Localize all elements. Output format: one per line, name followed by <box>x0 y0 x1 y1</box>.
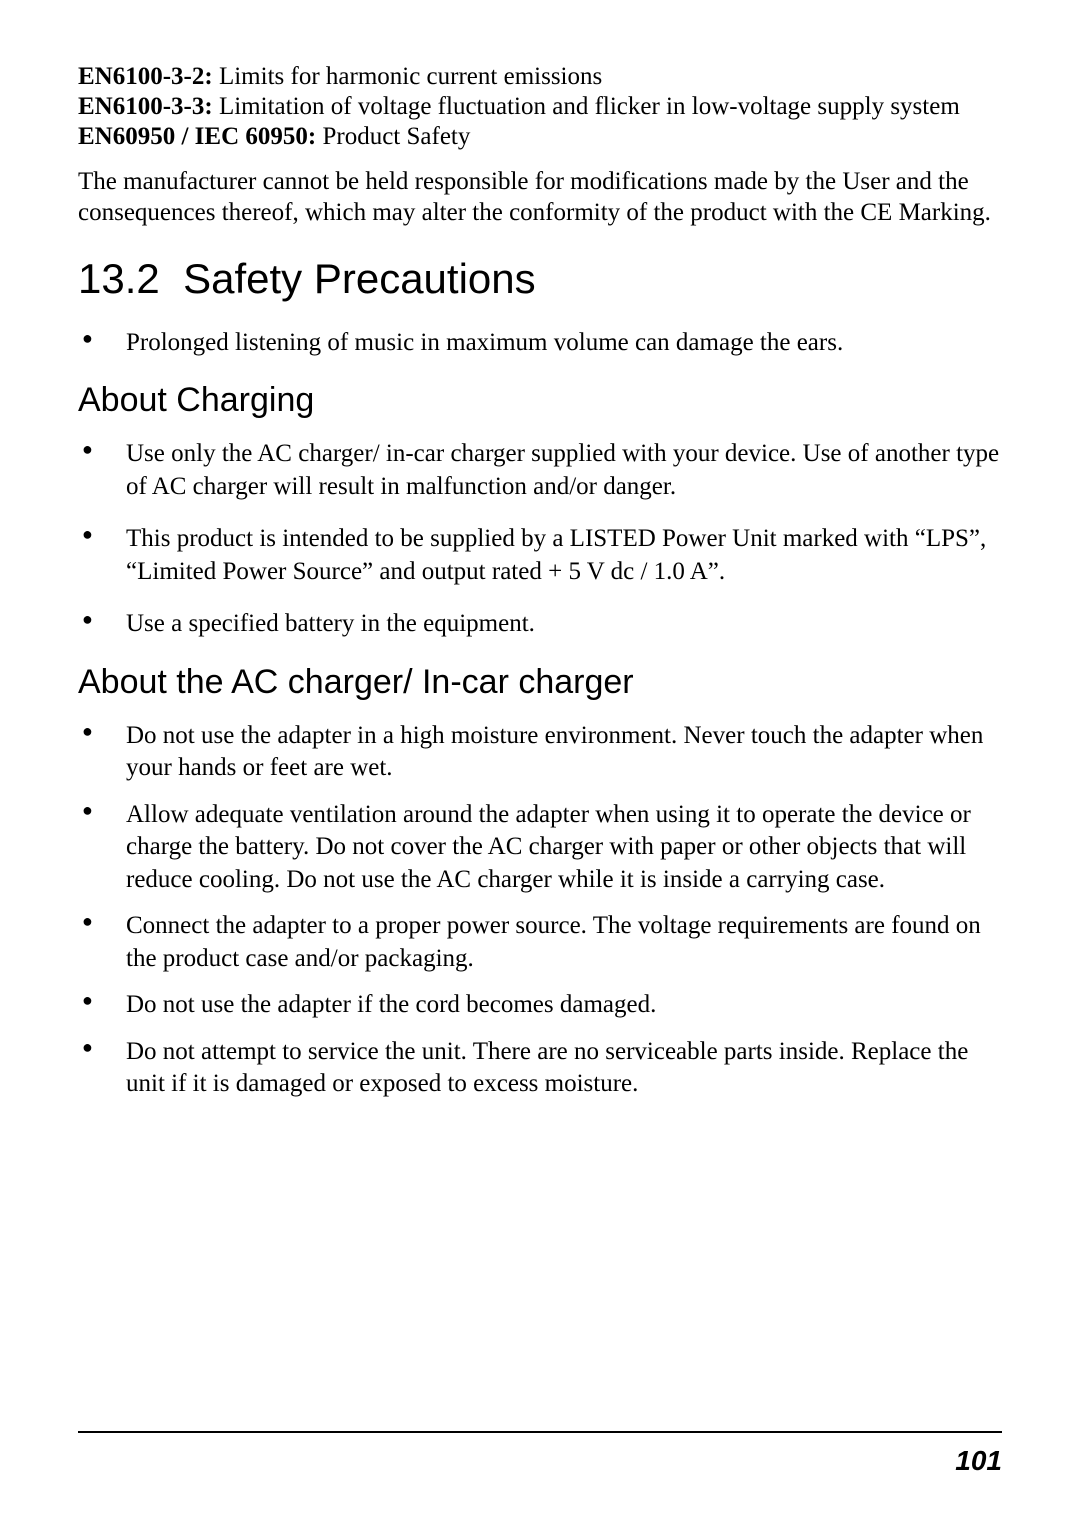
standard-code: EN6100-3-3: <box>78 93 213 120</box>
footer-divider <box>78 1431 1002 1433</box>
list-item: Use a specified battery in the equipment… <box>78 608 1002 641</box>
list-item: Connect the adapter to a proper power so… <box>78 910 1002 975</box>
list-item: Do not attempt to service the unit. Ther… <box>78 1036 1002 1101</box>
adapter-heading: About the AC charger/ In-car charger <box>78 663 1002 702</box>
standard-code: EN6100-3-2: <box>78 63 213 90</box>
list-item: Allow adequate ventilation around the ad… <box>78 799 1002 897</box>
list-item: Use only the AC charger/ in-car charger … <box>78 438 1002 503</box>
standard-text: Limitation of voltage fluctuation and fl… <box>213 93 960 120</box>
top-bullet-list: Prolonged listening of music in maximum … <box>78 327 1002 360</box>
disclaimer-paragraph: The manufacturer cannot be held responsi… <box>78 166 1002 229</box>
adapter-bullet-list: Do not use the adapter in a high moistur… <box>78 720 1002 1101</box>
standard-text: Product Safety <box>316 123 470 150</box>
list-item: This product is intended to be supplied … <box>78 523 1002 588</box>
list-item: Do not use the adapter in a high moistur… <box>78 720 1002 785</box>
charging-heading: About Charging <box>78 381 1002 420</box>
standard-line-2: EN6100-3-3: Limitation of voltage fluctu… <box>78 92 1002 122</box>
charging-bullet-list: Use only the AC charger/ in-car charger … <box>78 438 1002 641</box>
standard-line-1: EN6100-3-2: Limits for harmonic current … <box>78 62 1002 92</box>
page-footer: 101 <box>78 1431 1002 1477</box>
section-heading: 13.2 Safety Precautions <box>78 255 1002 303</box>
standard-code: EN60950 / IEC 60950: <box>78 123 316 150</box>
list-item: Prolonged listening of music in maximum … <box>78 327 1002 360</box>
section-title: Safety Precautions <box>183 255 536 302</box>
standard-line-3: EN60950 / IEC 60950: Product Safety <box>78 122 1002 152</box>
standards-block: EN6100-3-2: Limits for harmonic current … <box>78 62 1002 152</box>
standard-text: Limits for harmonic current emissions <box>213 63 603 90</box>
page-number: 101 <box>78 1445 1002 1477</box>
list-item: Do not use the adapter if the cord becom… <box>78 989 1002 1022</box>
section-number: 13.2 <box>78 255 160 302</box>
